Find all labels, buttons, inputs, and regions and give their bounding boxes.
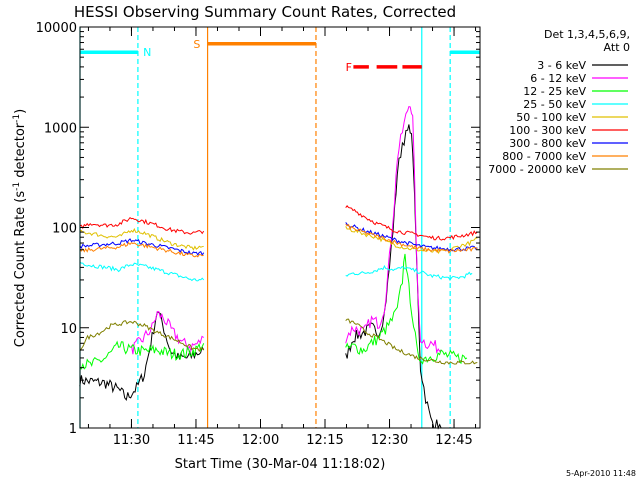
- chart-title: HESSI Observing Summary Count Rates, Cor…: [74, 3, 456, 21]
- y-axis-label-main: Corrected Count Rate (s: [13, 191, 28, 348]
- series-line-2-a: [131, 311, 204, 355]
- x-tick-label: 12:45: [435, 433, 472, 448]
- legend-label-9: 7000 - 20000 keV: [488, 163, 586, 176]
- legend-label-4: 25 - 50 keV: [523, 98, 586, 111]
- x-tick-label: 12:00: [242, 433, 279, 448]
- y-tick-label: 1: [69, 422, 77, 437]
- series-line-4-b: [345, 264, 473, 282]
- axes: 1 10 100 1000 10000 11:30 11:45 12:00 12:15 12:30…: [36, 21, 481, 448]
- series-line-8-a: [79, 241, 204, 258]
- legend-label-6: 100 - 300 keV: [509, 124, 586, 137]
- series-line-5-b: [345, 226, 478, 255]
- legend-label-5: 50 - 100 keV: [516, 111, 586, 124]
- series-line-9-b: [345, 318, 478, 365]
- legend-label-8: 800 - 7000 keV: [502, 150, 586, 163]
- legend-label-1: 3 - 6 keV: [537, 59, 586, 72]
- y-tick-label: 100: [52, 222, 77, 237]
- y-tick-label: 1000: [44, 121, 77, 136]
- x-tick-label: 12:30: [371, 433, 408, 448]
- footer-timestamp: 5-Apr-2010 11:48: [566, 469, 636, 478]
- y-tick-label: 10: [60, 322, 77, 337]
- y-axis-label-end: ): [13, 109, 28, 114]
- legend-label-2: 6 - 12 keV: [530, 72, 586, 85]
- mode-label-N: N: [143, 46, 151, 59]
- mode-label-S: S: [193, 38, 200, 51]
- series-line-6-a: [79, 217, 205, 235]
- series-line-7-b: [345, 222, 478, 252]
- y-axis-label: Corrected Count Rate (s-1 detector-1): [12, 109, 28, 347]
- mode-indicators: N S F: [80, 38, 480, 74]
- y-axis-label-sup2: -1: [12, 114, 22, 123]
- series-line-3-a: [79, 340, 205, 370]
- y-axis-label-mid: detector: [13, 122, 28, 182]
- series-line-7-a: [79, 238, 205, 256]
- series-line-9-a: [79, 320, 205, 353]
- x-tick-label: 11:45: [177, 433, 214, 448]
- legend-header-detectors: Det 1,3,4,5,6,9,: [544, 28, 630, 41]
- mode-label-F: F: [346, 61, 352, 74]
- series-line-1-a: [79, 311, 205, 401]
- y-tick-label: 10000: [36, 21, 77, 36]
- legend-label-3: 12 - 25 keV: [523, 85, 586, 98]
- series-line-5-a: [79, 227, 204, 251]
- y-axis-label-sup: -1: [12, 182, 22, 191]
- series-line-8-b: [345, 223, 478, 254]
- x-tick-label: 12:15: [306, 433, 343, 448]
- plot-area: [79, 27, 478, 430]
- x-tick-label: 11:30: [113, 433, 150, 448]
- series-line-2-b: [345, 106, 442, 354]
- x-axis-label: Start Time (30-Mar-04 11:18:02): [175, 457, 386, 472]
- series-line-3-b: [345, 253, 468, 365]
- series-line-6-b: [345, 204, 478, 241]
- series-line-4-a: [79, 261, 205, 282]
- legend-header-attenuator: Att 0: [604, 41, 630, 54]
- series-line-1-b: [345, 124, 442, 430]
- legend-label-7: 300 - 800 keV: [509, 137, 586, 150]
